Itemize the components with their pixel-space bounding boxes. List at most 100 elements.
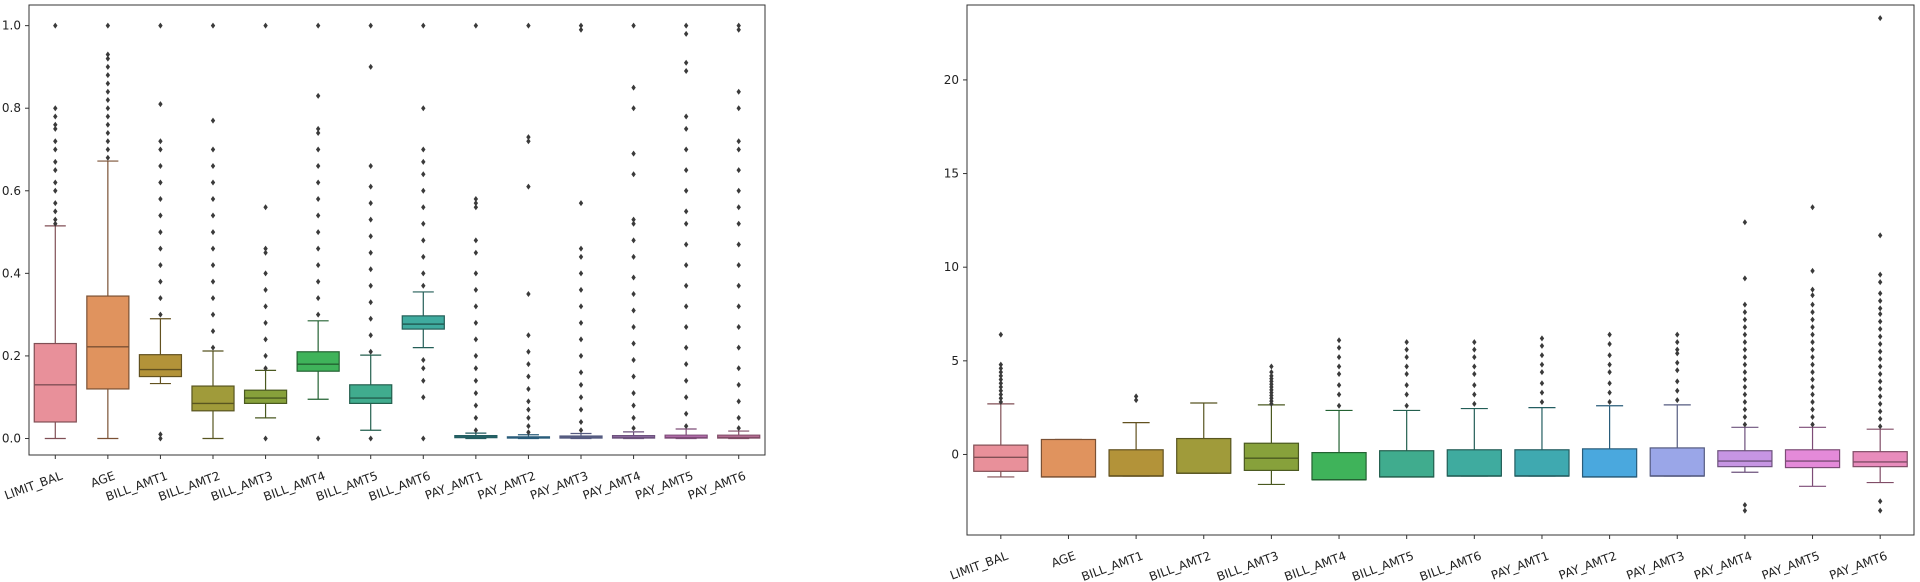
outlier-point <box>105 138 111 145</box>
outlier-point <box>1607 361 1612 368</box>
outlier-point <box>1404 391 1409 398</box>
outlier-point <box>683 241 689 248</box>
outlier-point <box>526 183 531 190</box>
outlier-point <box>53 113 58 120</box>
outlier-point <box>736 167 741 174</box>
outlier-point <box>1810 309 1815 316</box>
outlier-point <box>1877 400 1883 407</box>
outlier-point <box>736 344 741 351</box>
outlier-point <box>421 237 426 244</box>
outlier-point <box>1742 301 1748 308</box>
outlier-point <box>105 51 111 58</box>
outlier-point <box>263 319 268 326</box>
outlier-point <box>683 187 689 194</box>
outlier-point <box>368 163 373 170</box>
outlier-point <box>683 208 689 215</box>
y-tick-label: 1.0 <box>2 19 21 33</box>
outlier-point <box>631 274 636 281</box>
outlier-point <box>736 365 741 372</box>
outlier-point <box>631 150 636 157</box>
outlier-point <box>526 22 531 29</box>
outlier-point <box>368 282 373 289</box>
outlier-point <box>998 369 1004 376</box>
outlier-point <box>1877 305 1883 312</box>
outlier-point <box>210 328 216 335</box>
outlier-point <box>736 241 741 248</box>
iqr-box <box>1243 442 1300 471</box>
outlier-point <box>526 406 531 413</box>
outlier-point <box>105 55 111 62</box>
box-bill-amt4 <box>296 22 340 442</box>
outlier-point <box>1607 380 1612 387</box>
outlier-point <box>1742 406 1748 413</box>
outlier-point <box>1810 354 1815 361</box>
outlier-point <box>263 365 268 372</box>
outlier-point <box>473 390 479 397</box>
outlier-point <box>998 365 1004 372</box>
outlier-point <box>578 418 584 425</box>
outlier-point <box>1404 363 1409 370</box>
outlier-point <box>1742 369 1748 376</box>
outlier-point <box>1810 376 1815 383</box>
outlier-point <box>1877 415 1883 422</box>
outlier-point <box>473 414 479 421</box>
iqr-box <box>1311 451 1367 481</box>
outlier-point <box>631 340 636 347</box>
outlier-point <box>1877 507 1883 514</box>
outlier-point <box>631 84 636 91</box>
outlier-point <box>683 377 689 384</box>
outlier-point <box>1472 391 1477 398</box>
outlier-point <box>736 204 741 211</box>
outlier-point <box>1404 382 1409 389</box>
outlier-point <box>1539 399 1545 406</box>
outlier-point <box>1742 361 1748 368</box>
outlier-point <box>1472 370 1477 377</box>
outlier-point <box>1877 385 1883 392</box>
outlier-point <box>578 369 584 376</box>
outlier-point <box>368 183 373 190</box>
outlier-point <box>631 171 636 178</box>
outlier-point <box>1472 363 1477 370</box>
outlier-point <box>421 158 426 165</box>
outlier-point <box>315 311 321 318</box>
outlier-point <box>1810 267 1815 274</box>
outlier-point <box>526 332 531 339</box>
outlier-point <box>578 286 584 293</box>
outlier-point <box>473 336 479 343</box>
outlier-point <box>1336 344 1342 351</box>
outlier-point <box>736 105 741 112</box>
outlier-point <box>210 212 216 219</box>
outlier-point <box>736 425 741 432</box>
iqr-box <box>243 389 288 404</box>
outlier-point <box>1133 393 1139 400</box>
outlier-point <box>1810 292 1815 299</box>
outlier-point <box>421 22 426 29</box>
outlier-point <box>631 237 636 244</box>
outlier-point <box>105 63 111 70</box>
iqr-box <box>86 295 130 390</box>
outlier-point <box>158 431 163 438</box>
outlier-point <box>736 303 741 310</box>
outlier-point <box>53 187 58 194</box>
outlier-point <box>105 113 111 120</box>
outlier-point <box>1877 393 1883 400</box>
outlier-point <box>1877 340 1883 347</box>
box-bill-amt6 <box>401 22 445 442</box>
outlier-point <box>631 307 636 314</box>
outlier-point <box>1539 389 1545 396</box>
iqr-box <box>1581 448 1638 478</box>
outlier-point <box>1336 391 1342 398</box>
outlier-point <box>1539 342 1545 349</box>
outlier-point <box>631 220 636 227</box>
outlier-point <box>1877 378 1883 385</box>
outlier-point <box>421 394 426 401</box>
y-tick-label: 20 <box>944 73 959 87</box>
outlier-point <box>1877 423 1883 430</box>
iqr-box <box>33 342 77 423</box>
outlier-point <box>1404 346 1409 353</box>
box-pay-amt5 <box>1784 204 1841 487</box>
outlier-point <box>1810 316 1815 323</box>
outlier-point <box>421 365 426 372</box>
outlier-point <box>263 270 268 277</box>
outlier-point <box>1810 384 1815 391</box>
